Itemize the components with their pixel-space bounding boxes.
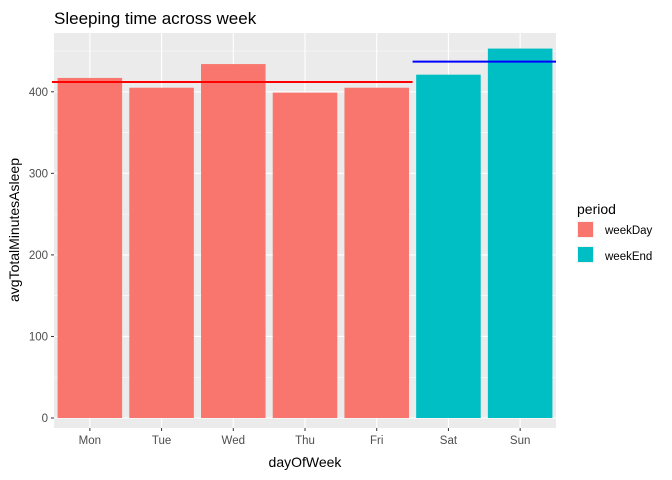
x-tick-label: Mon [79, 435, 101, 447]
legend-label-weekday: weekDay [604, 225, 653, 237]
mean-lines [52, 60, 556, 84]
bars [57, 48, 553, 419]
x-tick-label: Fri [370, 435, 383, 447]
y-tick-label: 100 [29, 331, 48, 343]
x-tick-label: Wed [222, 435, 245, 447]
legend-swatch-weekend [578, 247, 593, 262]
y-tick-label: 200 [29, 250, 48, 262]
legend: period weekDay weekEnd [577, 201, 653, 263]
bar-wed [201, 64, 266, 418]
bar-tue [129, 87, 194, 418]
y-tick-label: 300 [29, 168, 48, 180]
y-tick-label: 0 [42, 413, 48, 425]
bar-mon [57, 77, 123, 419]
legend-title: period [577, 201, 616, 217]
bar-fri [344, 87, 409, 418]
chart-title: Sleeping time across week [54, 9, 257, 28]
y-axis-title: avgTotalMinutesAsleep [6, 158, 22, 302]
legend-label-weekend: weekEnd [604, 251, 652, 263]
x-axis-title: dayOfWeek [269, 454, 343, 470]
bar-thu [272, 92, 338, 418]
x-tick-label: Tue [152, 435, 171, 447]
x-tick-label: Sat [440, 435, 458, 447]
y-tick-label: 400 [29, 87, 48, 99]
bar-sun [487, 48, 553, 419]
x-axis: Mon Tue Wed Thu Fri Sat Sun [79, 428, 530, 447]
legend-swatch-weekday [578, 222, 593, 237]
x-tick-label: Thu [295, 435, 315, 447]
y-axis: 0 100 200 300 400 [29, 87, 54, 425]
bar-sat [416, 74, 481, 418]
x-tick-label: Sun [510, 435, 530, 447]
